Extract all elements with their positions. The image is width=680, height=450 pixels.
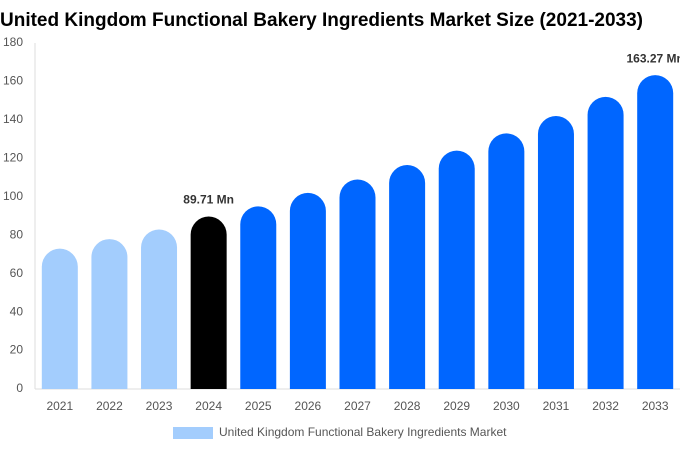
x-tick-label: 2032: [592, 399, 619, 413]
bar: [637, 75, 674, 389]
y-tick-label: 100: [3, 189, 23, 203]
x-tick-label: 2029: [443, 399, 470, 413]
bar: [537, 116, 574, 390]
x-tick-label: 2023: [146, 399, 173, 413]
x-tick-label: 2028: [394, 399, 421, 413]
bar: [389, 165, 426, 389]
bar: [41, 248, 78, 389]
x-tick-label: 2026: [295, 399, 322, 413]
legend-label: United Kingdom Functional Bakery Ingredi…: [219, 425, 507, 439]
x-tick-label: 2031: [543, 399, 570, 413]
y-tick-label: 120: [3, 151, 23, 165]
bar: [339, 179, 376, 389]
y-tick-label: 180: [3, 35, 23, 49]
chart-title: United Kingdom Functional Bakery Ingredi…: [0, 10, 643, 31]
bar: [587, 96, 624, 390]
y-tick-label: 40: [10, 304, 24, 318]
x-tick-label: 2027: [344, 399, 371, 413]
legend-swatch: [173, 427, 213, 439]
bar: [289, 192, 326, 389]
x-tick-label: 2022: [96, 399, 123, 413]
y-tick-label: 80: [10, 227, 24, 241]
x-tick-label: 2030: [493, 399, 520, 413]
value-label: 163.27 Mn: [627, 51, 680, 65]
x-tick-label: 2033: [642, 399, 669, 413]
y-tick-label: 160: [3, 74, 23, 88]
bar: [190, 216, 227, 389]
y-tick-label: 140: [3, 112, 23, 126]
y-tick-label: 20: [10, 343, 24, 357]
x-tick-label: 2024: [195, 399, 222, 413]
value-label: 89.71 Mn: [183, 193, 234, 207]
y-tick-label: 0: [16, 381, 23, 395]
x-tick-label: 2021: [46, 399, 73, 413]
bar: [91, 239, 128, 389]
bar: [141, 229, 178, 389]
y-tick-label: 60: [10, 266, 24, 280]
bar: [240, 206, 277, 389]
x-tick-label: 2025: [245, 399, 272, 413]
bar: [438, 150, 475, 389]
bar: [488, 133, 525, 389]
